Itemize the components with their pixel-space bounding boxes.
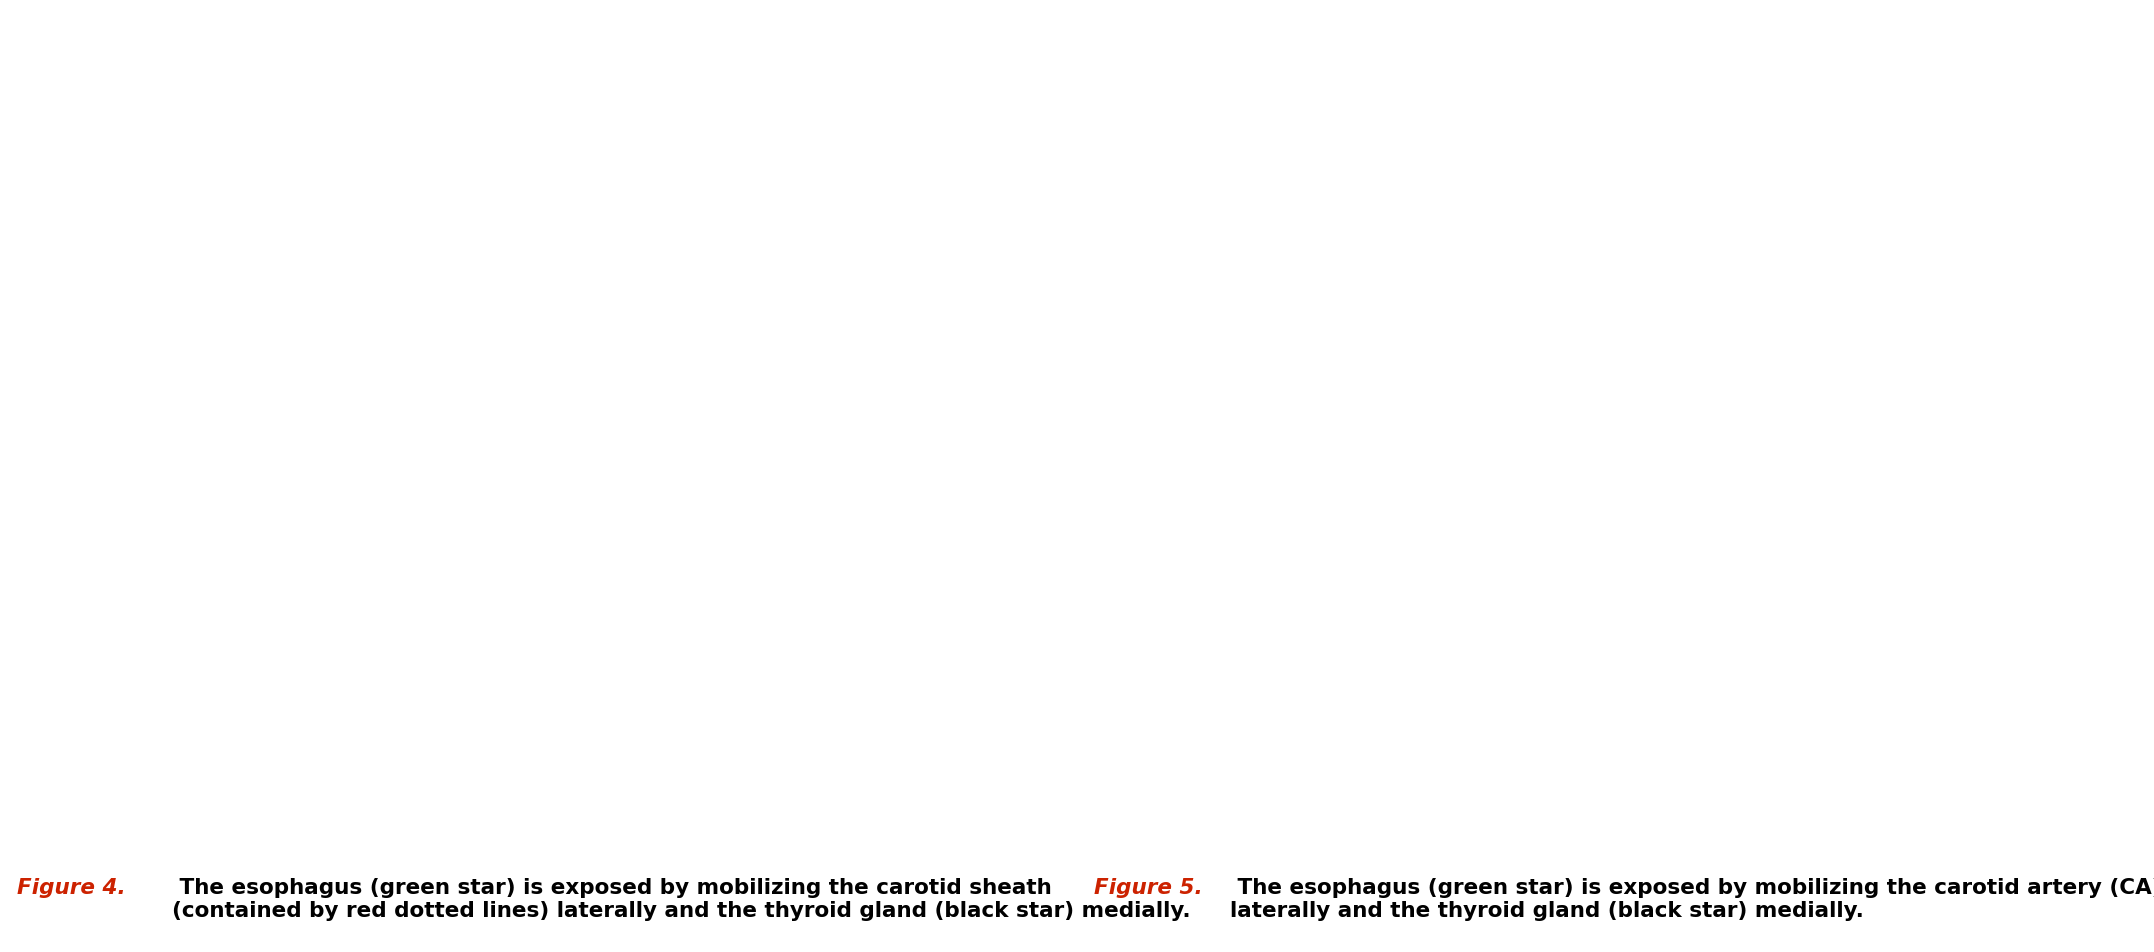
- Text: Figure 5.: Figure 5.: [1094, 878, 1202, 898]
- Text: Figure 4.: Figure 4.: [17, 878, 125, 898]
- Text: The esophagus (green star) is exposed by mobilizing the carotid sheath
(containe: The esophagus (green star) is exposed by…: [172, 878, 1191, 921]
- Text: The esophagus (green star) is exposed by mobilizing the carotid artery (CA)
late: The esophagus (green star) is exposed by…: [1230, 878, 2154, 921]
